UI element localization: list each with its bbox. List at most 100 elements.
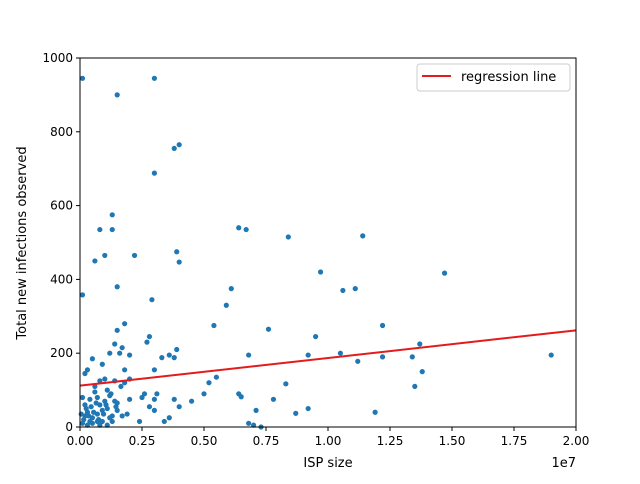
data-point	[174, 249, 180, 255]
data-point	[122, 367, 128, 373]
data-point	[92, 389, 98, 395]
data-point	[117, 350, 123, 356]
data-point	[97, 226, 103, 233]
data-point	[141, 391, 148, 397]
data-point	[176, 142, 182, 148]
data-point	[379, 354, 386, 360]
data-point	[104, 422, 110, 428]
data-point	[246, 352, 252, 358]
data-point	[176, 259, 182, 265]
x-axis-offset-text: 1e7	[551, 456, 576, 471]
data-point	[146, 404, 153, 410]
data-point	[251, 422, 257, 428]
data-point	[317, 269, 324, 275]
data-point	[124, 411, 130, 417]
data-point	[119, 345, 125, 351]
data-point	[228, 286, 234, 292]
data-point	[89, 356, 95, 362]
data-point	[79, 292, 86, 298]
y-tick-label: 200	[50, 346, 73, 360]
data-point	[174, 346, 180, 353]
data-point	[236, 225, 242, 231]
data-point	[151, 170, 157, 176]
data-point	[171, 145, 177, 152]
data-point	[87, 396, 93, 402]
data-point	[109, 418, 115, 425]
data-point	[283, 381, 289, 387]
data-point	[293, 410, 299, 416]
data-point	[379, 322, 386, 329]
data-point	[161, 418, 167, 425]
data-point	[82, 370, 88, 377]
data-point	[102, 252, 108, 259]
data-point	[99, 361, 105, 367]
data-point	[139, 394, 145, 401]
data-point	[246, 420, 252, 426]
data-point	[131, 252, 138, 259]
data-point	[114, 327, 120, 333]
data-point	[305, 405, 311, 412]
x-tick-label: 1.00	[315, 434, 342, 448]
data-point	[313, 333, 319, 340]
data-point	[84, 422, 91, 428]
regression-line	[79, 329, 577, 387]
data-point	[93, 400, 99, 406]
data-point	[100, 411, 107, 417]
data-point	[206, 380, 212, 386]
data-point	[82, 413, 88, 419]
data-point	[104, 387, 110, 393]
data-point	[146, 333, 153, 340]
data-point	[112, 398, 118, 404]
x-tick-label: 1.50	[439, 434, 466, 448]
data-point	[97, 378, 103, 384]
x-tick-label: 0.25	[129, 434, 156, 448]
data-point	[166, 415, 172, 421]
data-point	[305, 352, 311, 358]
data-point	[171, 355, 177, 361]
y-axis-label: Total new infections observed	[15, 146, 30, 340]
data-point	[151, 396, 157, 402]
data-point	[412, 383, 418, 390]
data-point	[340, 287, 346, 294]
data-point	[151, 367, 157, 373]
data-point	[176, 404, 182, 410]
data-point	[92, 258, 98, 264]
data-point	[352, 286, 358, 292]
legend: regression line	[416, 63, 571, 92]
data-point	[103, 402, 109, 408]
data-point	[86, 413, 92, 419]
data-point	[211, 322, 217, 329]
data-point	[360, 233, 366, 239]
data-point	[79, 420, 86, 426]
data-point	[189, 398, 195, 404]
data-point	[144, 339, 150, 345]
data-point	[114, 92, 120, 98]
data-point	[112, 341, 118, 347]
data-point	[417, 341, 423, 347]
y-tick-label: 1000	[42, 51, 73, 65]
data-point	[114, 284, 120, 290]
data-point	[151, 75, 157, 81]
data-point	[355, 358, 361, 364]
data-point	[171, 396, 177, 402]
legend-label-regression: regression line	[461, 70, 556, 85]
data-point	[136, 418, 143, 425]
data-point	[201, 391, 207, 397]
data-point	[109, 226, 115, 233]
data-point	[96, 417, 102, 423]
data-point	[372, 409, 378, 415]
data-point	[113, 404, 119, 410]
data-point	[118, 383, 124, 390]
data-point	[441, 270, 448, 276]
data-point	[88, 404, 94, 410]
legend-box	[416, 63, 571, 92]
y-tick-label: 800	[50, 125, 73, 139]
data-point	[97, 422, 103, 428]
data-point	[127, 396, 133, 402]
data-point	[109, 212, 115, 218]
data-point	[87, 418, 93, 425]
data-point	[79, 394, 86, 401]
y-tick-label: 0	[65, 420, 73, 434]
